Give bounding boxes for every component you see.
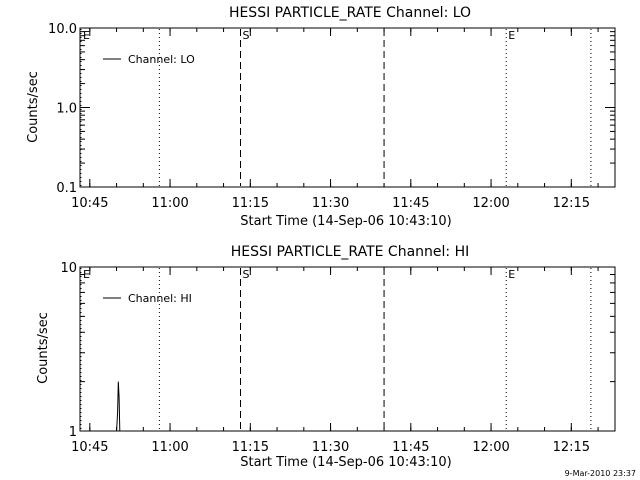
x-tick-label: 11:30: [312, 196, 349, 211]
x-tick-label: 11:30: [312, 440, 349, 455]
marker-label: E: [508, 268, 515, 281]
x-tick-label: 10:45: [71, 440, 108, 455]
marker-label: E: [508, 29, 515, 42]
panel-hi-xlabel: Start Time (14-Sep-06 10:43:10): [240, 455, 451, 470]
x-tick-label: 12:15: [553, 196, 590, 211]
panel-lo-legend: Channel: LO: [103, 53, 195, 66]
panel-lo-marks: 10:45 11:00 11:15 11:30 11:45 12:00 12:15 0.1 1.…: [48, 22, 615, 211]
x-tick-label: 12:15: [553, 440, 590, 455]
x-tick-label: 11:00: [151, 196, 188, 211]
marker-label: S: [243, 268, 250, 281]
panel-hi-plot-frame: [79, 266, 616, 432]
x-tick-label: 10:45: [71, 196, 108, 211]
x-tick-label: 11:45: [392, 440, 429, 455]
y-tick-label: 10: [60, 261, 77, 276]
panel-lo-title: HESSI PARTICLE_RATE Channel: LO: [229, 5, 471, 21]
series-line: [116, 381, 121, 432]
x-tick-label: 12:00: [472, 440, 509, 455]
marker-label: S: [243, 29, 250, 42]
panel-hi-ylabel: Counts/sec: [36, 312, 51, 384]
marker-label: E: [83, 268, 90, 281]
panel-lo-xlabel: Start Time (14-Sep-06 10:43:10): [240, 214, 451, 229]
panel-hi-legend: Channel: HI: [103, 292, 192, 305]
panel-hi-marks: 10:45 11:00 11:15 11:30 11:45 12:00 12:15 1 10 E S…: [60, 261, 615, 455]
y-tick-label: 1: [69, 425, 77, 440]
y-tick-label: 10.0: [48, 22, 77, 37]
x-tick-label: 11:15: [232, 196, 269, 211]
x-tick-label: 11:15: [232, 440, 269, 455]
x-tick-label: 12:00: [472, 196, 509, 211]
y-tick-label: 0.1: [56, 181, 77, 196]
marker-label: E: [83, 29, 90, 42]
y-tick-label: 1.0: [56, 102, 77, 117]
footer-timestamp: 9-Mar-2010 23:37: [565, 469, 636, 478]
panel-lo-plot-frame: [79, 27, 616, 188]
panel-lo-legend-label: Channel: LO: [128, 53, 195, 66]
x-tick-label: 11:45: [392, 196, 429, 211]
panel-hi-title: HESSI PARTICLE_RATE Channel: HI: [231, 244, 469, 260]
panel-hi-legend-label: Channel: HI: [128, 292, 192, 305]
panel-lo-ylabel: Counts/sec: [26, 71, 41, 143]
x-tick-label: 11:00: [151, 440, 188, 455]
panel-lo: HESSI PARTICLE_RATE Channel: LO 10:45 11:…: [26, 5, 616, 229]
panel-hi: HESSI PARTICLE_RATE Channel: HI 10:45 11:…: [36, 244, 616, 470]
